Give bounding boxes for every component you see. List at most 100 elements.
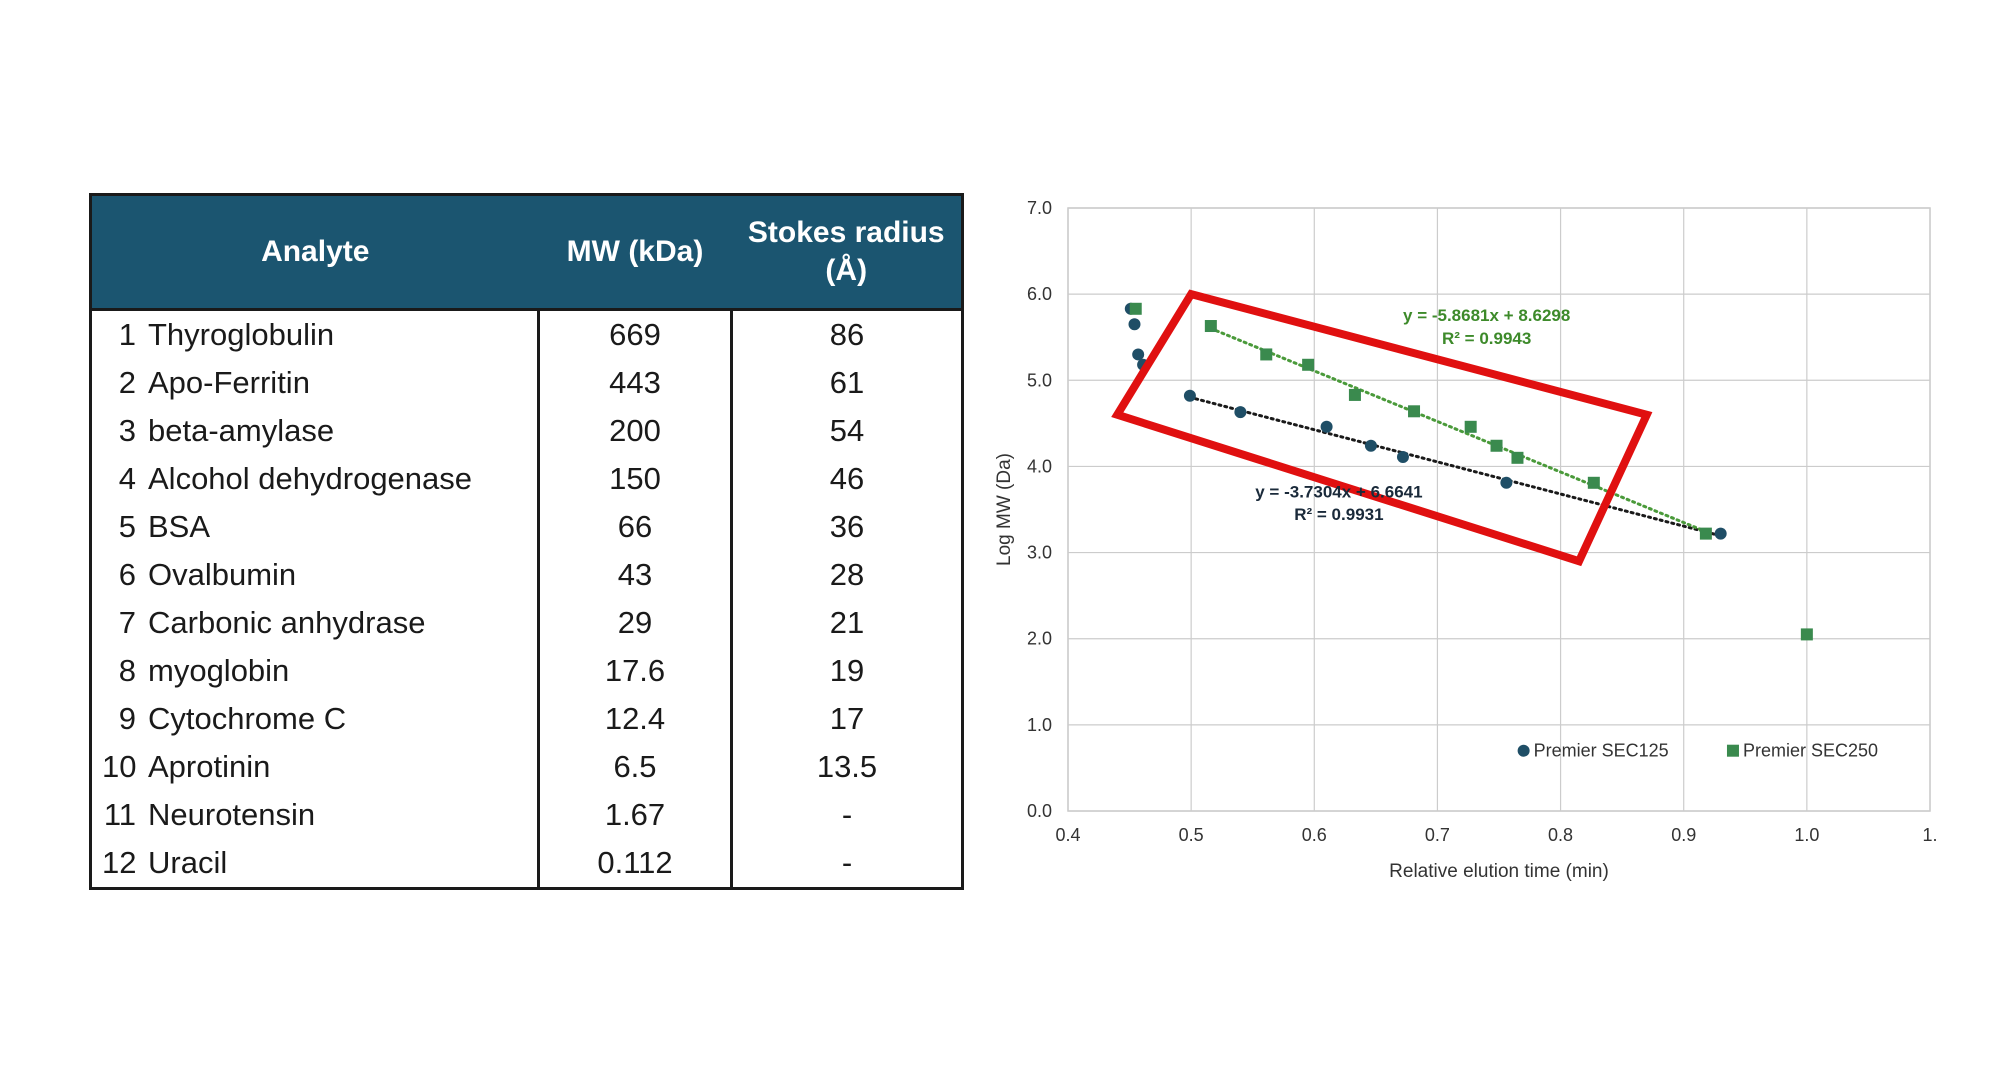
sec250-equation: y = -5.8681x + 8.6298	[1403, 306, 1570, 325]
mw-cell: 29	[538, 599, 733, 647]
stokes-cell: 46	[829, 461, 865, 496]
mw-cell: 66	[538, 503, 733, 551]
analyte-cell: 11 Neurotensin	[90, 791, 540, 839]
chart-legend: Premier SEC125 Premier SEC250	[1517, 741, 1878, 761]
data-points	[1124, 302, 1813, 641]
legend-marker-sec125	[1517, 744, 1530, 757]
y-tick-label: 5.0	[1027, 370, 1052, 390]
y-tick-label: 6.0	[1027, 284, 1052, 304]
header-mw: MW (kDa)	[538, 194, 732, 311]
stokes-cell: -	[841, 797, 853, 832]
analyte-cell: 4 Alcohol dehydrogenase	[90, 455, 540, 503]
analyte-cell: 2 Apo-Ferritin	[90, 359, 540, 407]
point-sec250	[1129, 302, 1142, 315]
point-sec250	[1490, 439, 1503, 452]
table-row: 10 Aprotinin 6.5 13.5	[90, 743, 963, 791]
mw-cell: 669	[538, 309, 733, 359]
analyte-cell: 7 Carbonic anhydrase	[90, 599, 540, 647]
row-number: 5	[118, 509, 136, 544]
point-sec250	[1408, 405, 1421, 418]
analyte-cell: 5 BSA	[90, 503, 540, 551]
table-header-row: Analyte MW (kDa) Stokes radius (Å)	[90, 194, 963, 311]
table-row: 2 Apo-Ferritin 443 61	[90, 359, 963, 407]
x-tick-label: 0.9	[1671, 825, 1696, 845]
point-sec125	[1364, 439, 1377, 452]
y-tick-label: 1.0	[1027, 715, 1052, 735]
mw-cell: 12.4	[538, 695, 733, 743]
stokes-cell: 21	[829, 605, 865, 640]
mw-cell: 443	[538, 359, 733, 407]
sec125-r2: R² = 0.9931	[1294, 505, 1383, 524]
point-sec250	[1348, 388, 1361, 401]
analyte-name: Aprotinin	[148, 749, 271, 784]
y-axis-label: Log MW (Da)	[994, 453, 1015, 566]
x-tick-label: 0.7	[1425, 825, 1450, 845]
mw-cell: 17.6	[538, 647, 733, 695]
row-number: 7	[118, 605, 136, 640]
analyte-name: Carbonic anhydrase	[148, 605, 426, 640]
legend-marker-sec250	[1726, 744, 1739, 757]
point-sec250	[1204, 320, 1217, 333]
stokes-cell: 86	[829, 317, 865, 352]
analyte-name: Thyroglobulin	[148, 317, 335, 352]
row-number: 8	[118, 653, 136, 688]
stokes-cell: 19	[829, 653, 865, 688]
stokes-cell: -	[841, 845, 853, 880]
point-sec125	[1500, 476, 1513, 489]
stokes-cell: 17	[829, 701, 865, 736]
x-tick-label: 0.5	[1179, 825, 1204, 845]
mw-cell: 0.112	[538, 839, 733, 889]
y-tick-label: 0.0	[1027, 801, 1052, 821]
x-tick-label: 1.	[1922, 825, 1937, 845]
highlight-box	[1111, 289, 1653, 567]
mw-cell: 1.67	[538, 791, 733, 839]
header-stokes-line2: (Å)	[825, 254, 868, 287]
row-number: 6	[118, 557, 136, 592]
analyte-name: Uracil	[148, 845, 228, 880]
analyte-name: Neurotensin	[148, 797, 316, 832]
analyte-cell: 9 Cytochrome C	[90, 695, 540, 743]
table-row: 8 myoglobin 17.6 19	[90, 647, 963, 695]
mw-cell: 43	[538, 551, 733, 599]
table-body: 1 Thyroglobulin 669 86 2 Apo-Ferritin 443 61 3 be…	[90, 309, 963, 889]
row-number: 3	[118, 413, 136, 448]
x-tick-label: 0.6	[1302, 825, 1327, 845]
legend-label-sec125: Premier SEC125	[1534, 741, 1669, 761]
analyte-cell: 1 Thyroglobulin	[90, 309, 540, 359]
analyte-cell: 12 Uracil	[90, 839, 540, 889]
point-sec250	[1260, 348, 1273, 361]
axis-ticks: 0.0 1.0 2.0 3.0 4.0 5.0 6.0 7.0 0.4 0.5 0.6 0.7 0.8 0…	[1027, 198, 1938, 845]
analyte-cell: 8 myoglobin	[90, 647, 540, 695]
point-sec250	[1587, 476, 1600, 489]
analyte-cell: 3 beta-amylase	[90, 407, 540, 455]
table-row: 4 Alcohol dehydrogenase 150 46	[90, 455, 963, 503]
analyte-table: Analyte MW (kDa) Stokes radius (Å) 1 Thyr…	[89, 193, 964, 890]
stokes-cell: 13.5	[816, 749, 878, 784]
header-stokes-radius: Stokes radius (Å)	[731, 194, 963, 311]
row-number: 1	[118, 317, 136, 352]
point-sec250	[1511, 451, 1524, 464]
stokes-cell: 61	[829, 365, 865, 400]
mw-cell: 6.5	[538, 743, 733, 791]
mw-cell: 200	[538, 407, 733, 455]
header-analyte: Analyte	[90, 194, 539, 311]
analyte-name: Cytochrome C	[148, 701, 347, 736]
sec250-r2: R² = 0.9943	[1442, 329, 1531, 348]
point-sec250	[1699, 527, 1712, 540]
x-tick-label: 0.8	[1548, 825, 1573, 845]
analyte-name: Alcohol dehydrogenase	[148, 461, 473, 496]
analyte-name: Ovalbumin	[148, 557, 297, 592]
table-row: 5 BSA 66 36	[90, 503, 963, 551]
row-number: 12	[102, 845, 137, 880]
y-tick-label: 2.0	[1027, 629, 1052, 649]
row-number: 10	[102, 749, 137, 784]
point-sec125	[1320, 420, 1333, 433]
analyte-name: myoglobin	[148, 653, 290, 688]
point-sec125	[1714, 527, 1727, 540]
trendline-sec250	[1209, 326, 1708, 534]
x-axis-label: Relative elution time (min)	[1389, 861, 1609, 882]
point-sec125	[1234, 406, 1247, 419]
point-sec250	[1464, 420, 1477, 433]
analyte-name: Apo-Ferritin	[148, 365, 310, 400]
y-tick-label: 7.0	[1027, 198, 1052, 218]
